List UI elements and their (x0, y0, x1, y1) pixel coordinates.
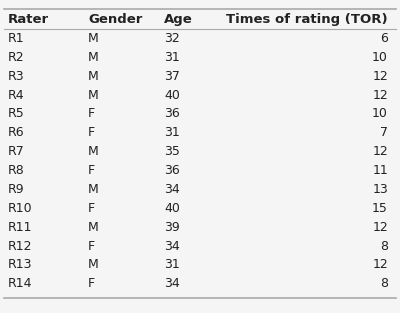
Text: M: M (88, 51, 99, 64)
Text: 31: 31 (164, 51, 180, 64)
Text: 8: 8 (380, 277, 388, 290)
Text: M: M (88, 89, 99, 102)
Text: 6: 6 (380, 32, 388, 45)
Text: M: M (88, 221, 99, 233)
Text: R6: R6 (8, 126, 25, 139)
Text: F: F (88, 126, 95, 139)
Text: M: M (88, 183, 99, 196)
Text: 15: 15 (372, 202, 388, 215)
Text: Age: Age (164, 13, 193, 26)
Text: R10: R10 (8, 202, 33, 215)
Text: 12: 12 (372, 70, 388, 83)
Text: M: M (88, 258, 99, 271)
Text: 12: 12 (372, 258, 388, 271)
Text: 12: 12 (372, 145, 388, 158)
Text: 31: 31 (164, 258, 180, 271)
Text: R4: R4 (8, 89, 25, 102)
Text: 12: 12 (372, 89, 388, 102)
Text: 36: 36 (164, 107, 180, 121)
Text: 40: 40 (164, 202, 180, 215)
Text: R2: R2 (8, 51, 25, 64)
Text: 8: 8 (380, 239, 388, 253)
Text: 7: 7 (380, 126, 388, 139)
Text: 37: 37 (164, 70, 180, 83)
Text: Times of rating (TOR): Times of rating (TOR) (226, 13, 388, 26)
Text: R8: R8 (8, 164, 25, 177)
Text: Gender: Gender (88, 13, 142, 26)
Text: 34: 34 (164, 277, 180, 290)
Text: R3: R3 (8, 70, 25, 83)
Text: 32: 32 (164, 32, 180, 45)
Text: 10: 10 (372, 107, 388, 121)
Text: F: F (88, 277, 95, 290)
Text: 40: 40 (164, 89, 180, 102)
Text: 34: 34 (164, 239, 180, 253)
Text: M: M (88, 70, 99, 83)
Text: M: M (88, 145, 99, 158)
Text: Rater: Rater (8, 13, 49, 26)
Text: R11: R11 (8, 221, 32, 233)
Text: R12: R12 (8, 239, 32, 253)
Text: R5: R5 (8, 107, 25, 121)
Text: M: M (88, 32, 99, 45)
Text: 35: 35 (164, 145, 180, 158)
Text: F: F (88, 107, 95, 121)
Text: 12: 12 (372, 221, 388, 233)
Text: R14: R14 (8, 277, 32, 290)
Text: 31: 31 (164, 126, 180, 139)
Text: R9: R9 (8, 183, 25, 196)
Text: 11: 11 (372, 164, 388, 177)
Text: 13: 13 (372, 183, 388, 196)
Text: F: F (88, 202, 95, 215)
Text: R1: R1 (8, 32, 25, 45)
Text: 36: 36 (164, 164, 180, 177)
Text: R13: R13 (8, 258, 32, 271)
Text: F: F (88, 239, 95, 253)
Text: R7: R7 (8, 145, 25, 158)
Text: 39: 39 (164, 221, 180, 233)
Text: F: F (88, 164, 95, 177)
Text: 10: 10 (372, 51, 388, 64)
Text: 34: 34 (164, 183, 180, 196)
